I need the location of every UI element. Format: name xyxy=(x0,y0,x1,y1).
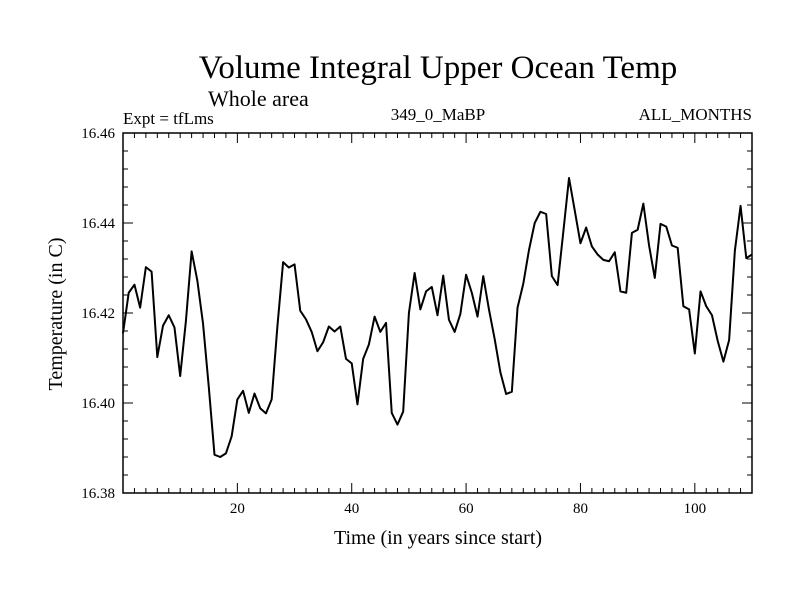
x-tick-label: 100 xyxy=(684,501,707,517)
series-line-1 xyxy=(122,177,753,458)
chart-title: Volume Integral Upper Ocean Temp xyxy=(199,50,677,86)
y-tick-label: 16.42 xyxy=(81,306,115,322)
run-label: 349_0_MaBP xyxy=(391,105,485,124)
x-tick-label: 80 xyxy=(573,501,588,517)
x-axis-label: Time (in years since start) xyxy=(334,527,542,549)
y-tick-label: 16.44 xyxy=(81,216,115,232)
x-tick-label: 40 xyxy=(344,501,359,517)
experiment-label: Expt = tfLms xyxy=(123,109,214,128)
chart-subtitle: Whole area xyxy=(208,86,309,111)
y-tick-label: 16.46 xyxy=(81,126,115,142)
y-tick-label: 16.40 xyxy=(81,396,115,412)
x-tick-label: 20 xyxy=(230,501,245,517)
months-label: ALL_MONTHS xyxy=(639,105,752,124)
y-tick-label: 16.38 xyxy=(81,486,115,502)
y-axis-label: Temperature (in C) xyxy=(45,238,67,391)
x-tick-label: 60 xyxy=(459,501,474,517)
plot-area: 20 40 60 80 100 16.38 16.40 16.42 16.44 16.46 xyxy=(81,126,753,517)
